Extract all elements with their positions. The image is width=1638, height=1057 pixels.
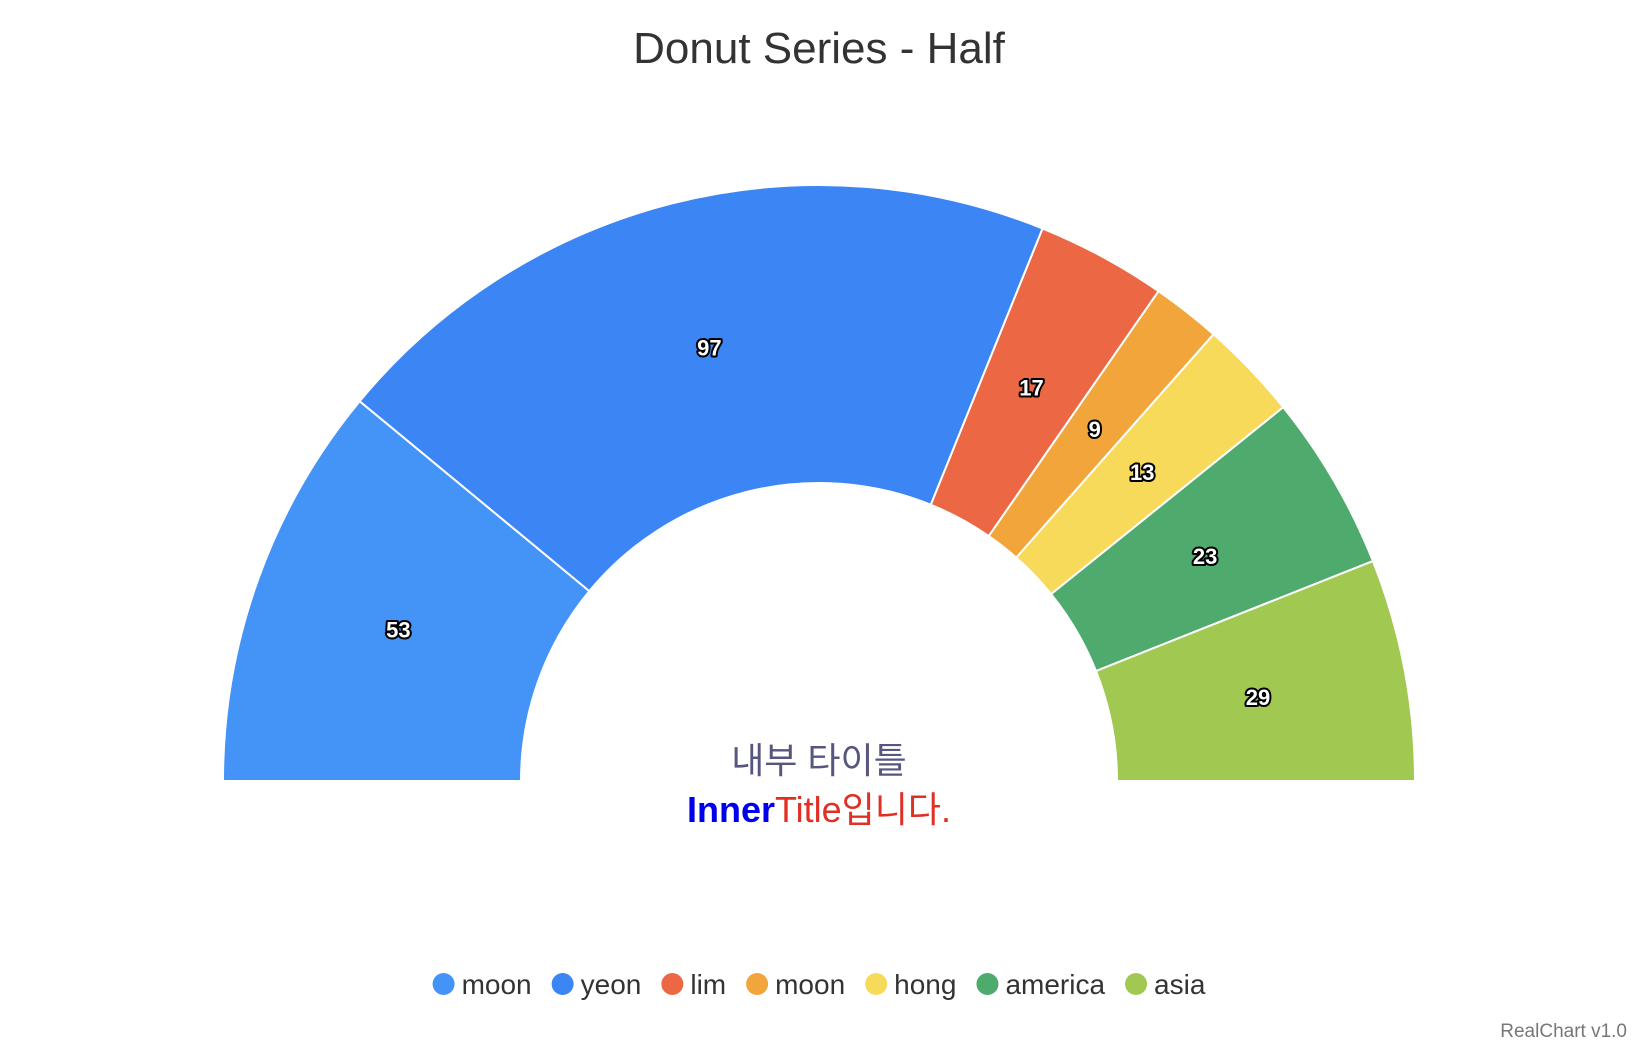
legend-marker-icon <box>746 973 769 995</box>
legend-marker-icon <box>976 973 999 995</box>
legend-item-hong-4[interactable]: hong <box>865 969 956 1000</box>
legend-item-moon-0[interactable]: moon <box>432 969 532 1000</box>
legend-label: moon <box>462 969 532 1000</box>
legend-label: hong <box>894 969 956 1000</box>
inner-title-line1: 내부 타이틀 <box>731 740 907 781</box>
chart-title: Donut Series - Half <box>633 24 1005 73</box>
data-label-3: 9 <box>1089 417 1101 442</box>
inner-title-line2: InnerTitle입니다. <box>687 789 951 830</box>
legend-marker-icon <box>551 973 574 995</box>
legend-marker-icon <box>1125 973 1148 995</box>
legend-marker-icon <box>432 973 455 995</box>
legend-marker-icon <box>865 973 888 995</box>
slice-asia-6[interactable] <box>1094 559 1417 782</box>
legend-label: lim <box>690 969 726 1000</box>
data-label-5: 23 <box>1193 544 1217 569</box>
data-label-6: 29 <box>1246 685 1270 710</box>
legend-label: yeon <box>581 969 642 1000</box>
data-label-4: 13 <box>1130 460 1154 485</box>
legend-label: asia <box>1154 969 1206 1000</box>
legend: moon yeon lim moon hong america asia <box>432 969 1206 1000</box>
legend-item-moon-3[interactable]: moon <box>746 969 845 1000</box>
slices-layer <box>221 184 1417 782</box>
legend-label: america <box>1005 969 1105 1000</box>
data-label-0: 53 <box>386 618 410 643</box>
slice-yeon-1[interactable] <box>358 184 1044 593</box>
credit-text: RealChart v1.0 <box>1500 1021 1627 1042</box>
legend-marker-icon <box>661 973 684 995</box>
inner-title-rest: Title입니다. <box>775 789 951 830</box>
legend-item-lim-2[interactable]: lim <box>661 969 726 1000</box>
legend-label: moon <box>775 969 845 1000</box>
data-label-1: 97 <box>697 336 721 361</box>
legend-item-america-5[interactable]: america <box>976 969 1105 1000</box>
inner-title-bold: Inner <box>687 789 775 830</box>
slice-moon-0[interactable] <box>221 399 591 782</box>
legend-item-asia-6[interactable]: asia <box>1125 969 1206 1000</box>
data-label-2: 17 <box>1019 376 1043 401</box>
data-labels-layer: 53 97 17 9 13 23 29 <box>384 334 1272 712</box>
legend-item-yeon-1[interactable]: yeon <box>551 969 642 1000</box>
